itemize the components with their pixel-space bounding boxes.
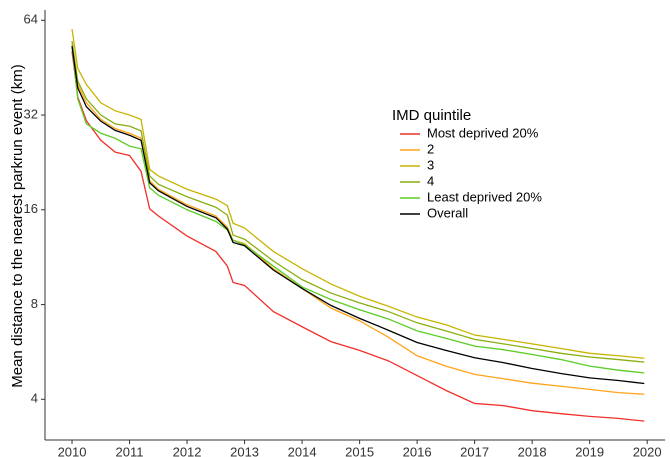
- series-line: [71, 40, 645, 363]
- legend-label: 4: [427, 173, 434, 188]
- y-tick-label: 16: [24, 201, 38, 216]
- series-line: [71, 43, 645, 395]
- x-tick-label: 2010: [58, 444, 87, 457]
- x-tick-label: 2013: [230, 444, 259, 457]
- legend-label: 2: [427, 141, 434, 156]
- legend-label: Overall: [427, 205, 468, 220]
- x-tick-label: 2018: [518, 444, 547, 457]
- x-tick-label: 2017: [460, 444, 489, 457]
- legend-label: Least deprived 20%: [427, 189, 542, 204]
- y-tick-label: 8: [31, 296, 38, 311]
- x-tick-label: 2014: [288, 444, 317, 457]
- y-tick-label: 4: [31, 391, 38, 406]
- legend-title: IMD quintile: [392, 107, 471, 124]
- y-tick-label: 32: [24, 106, 38, 121]
- x-tick-label: 2019: [575, 444, 604, 457]
- series-line: [71, 29, 645, 359]
- x-tick-label: 2011: [116, 444, 144, 457]
- y-axis-label: Mean distance to the nearest parkrun eve…: [9, 64, 26, 388]
- legend-label: Most deprived 20%: [427, 125, 539, 140]
- x-tick-label: 2012: [173, 444, 202, 457]
- x-tick-label: 2020: [633, 444, 662, 457]
- x-tick-label: 2015: [345, 444, 374, 457]
- series-line: [71, 45, 645, 385]
- y-tick-label: 64: [24, 12, 38, 27]
- legend-label: 3: [427, 157, 434, 172]
- series-line: [71, 45, 645, 374]
- x-tick-label: 2016: [403, 444, 432, 457]
- series-line: [71, 51, 645, 422]
